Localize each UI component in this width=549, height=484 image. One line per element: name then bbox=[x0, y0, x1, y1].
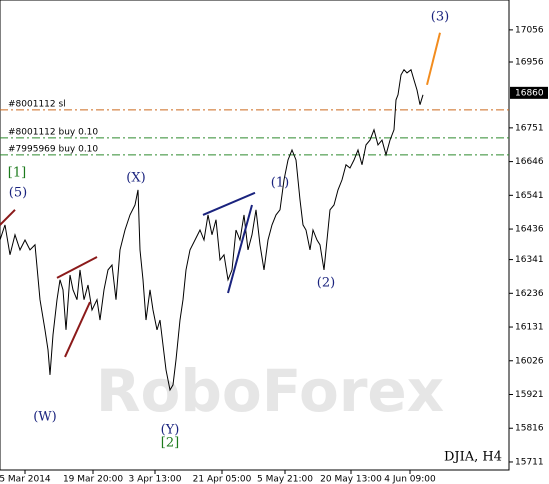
order-label: #8001112 buy 0.10 bbox=[8, 127, 98, 137]
wave-line bbox=[426, 32, 441, 86]
wave-label: (X) bbox=[126, 170, 145, 185]
y-tick-label: 16236 bbox=[515, 289, 544, 299]
x-tick-label: 21 Apr 05:00 bbox=[193, 475, 252, 484]
x-tick-label: 19 Mar 20:00 bbox=[63, 475, 123, 484]
symbol: DJIA, H4 bbox=[444, 450, 502, 465]
x-tick-label: 5 May 21:00 bbox=[257, 475, 313, 484]
y-tick-label: 15921 bbox=[515, 390, 544, 400]
wave-label: (1) bbox=[271, 175, 289, 190]
wave-label: [2] bbox=[161, 436, 179, 451]
last-price-box bbox=[510, 86, 548, 99]
x-tick-label: 5 Mar 2014 bbox=[0, 475, 51, 484]
y-tick-label: 15711 bbox=[515, 457, 544, 467]
wave-label: [1] bbox=[8, 165, 26, 180]
y-tick-label: 16751 bbox=[515, 123, 544, 133]
y-tick-label: 16026 bbox=[515, 356, 544, 366]
wave-line bbox=[64, 301, 91, 358]
y-tick-label: 17056 bbox=[515, 25, 544, 35]
wave-line bbox=[227, 204, 253, 294]
y-tick-label: 15816 bbox=[515, 424, 544, 434]
y-tick-label: 16131 bbox=[515, 323, 544, 333]
x-tick-label: 4 Jun 09:00 bbox=[384, 475, 436, 484]
wave-label: (Y) bbox=[161, 422, 180, 437]
wave-line bbox=[202, 191, 256, 216]
x-tick-label: 20 May 13:00 bbox=[320, 475, 382, 484]
wave-label: (W) bbox=[33, 409, 57, 424]
x-tick-label: 3 Apr 13:00 bbox=[129, 475, 182, 484]
wave-label: (2) bbox=[317, 276, 335, 291]
wave-label: (3) bbox=[431, 10, 449, 25]
y-tick-label: 16341 bbox=[515, 255, 544, 265]
y-tick-label: 16956 bbox=[515, 58, 544, 68]
order-label: #8001112 sl bbox=[8, 99, 66, 109]
y-tick-label: 16436 bbox=[515, 225, 544, 235]
y-tick-label: 16541 bbox=[515, 191, 544, 201]
watermark: RoboForex bbox=[96, 357, 444, 425]
last-price-label: 16860 bbox=[515, 88, 544, 98]
plot-frame bbox=[0, 0, 510, 471]
y-tick-label: 16646 bbox=[515, 157, 544, 167]
wave-label: (5) bbox=[9, 185, 27, 200]
wave-line bbox=[56, 256, 98, 279]
order-label: #7995969 buy 0.10 bbox=[8, 144, 98, 154]
wave-line bbox=[0, 209, 16, 226]
price-line bbox=[0, 68, 424, 392]
